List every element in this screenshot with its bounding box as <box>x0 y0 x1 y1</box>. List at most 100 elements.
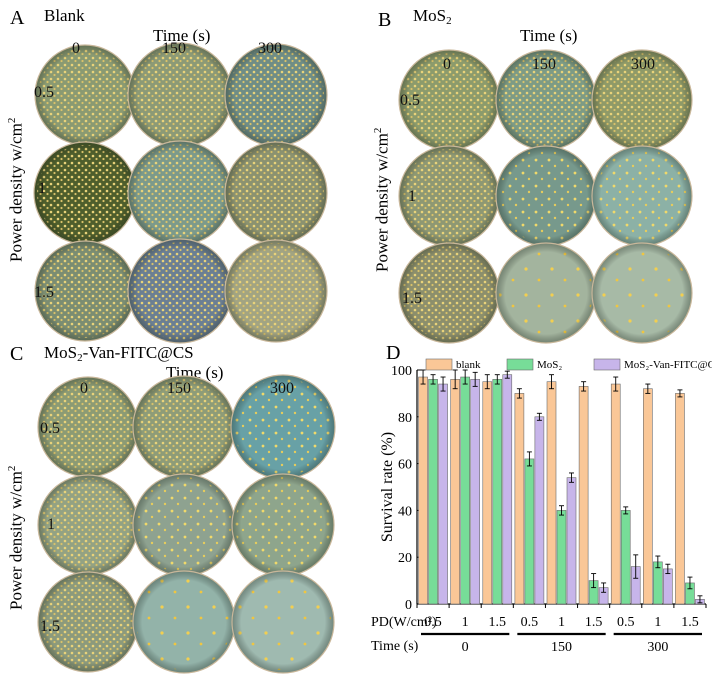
x-category-label: 1.5 <box>585 615 603 630</box>
legend-swatch-blank <box>425 358 453 371</box>
legend-label-blank: blank <box>456 359 481 371</box>
y-tick-label: 80 <box>398 411 412 426</box>
petri-dish-c-r3-c1 <box>37 571 139 673</box>
panel-c-title: MoS2-Van-FITC@CS <box>44 343 194 364</box>
bar-blank-1 <box>450 379 460 605</box>
group-label-0: 0 <box>462 640 469 655</box>
bar-blank-8 <box>675 393 685 605</box>
group-label-150: 150 <box>551 640 572 655</box>
bar-blank-7 <box>643 388 653 605</box>
bar-mos2-2 <box>492 379 503 605</box>
petri-dish-c-r1-c1 <box>37 376 139 478</box>
petri-dish-c-r2-c1 <box>37 474 139 576</box>
bar-mos2-6 <box>620 510 631 605</box>
bar-mos2_van-1 <box>470 379 480 605</box>
panel-b-col-label-150: 150 <box>532 56 556 73</box>
panel-c-col-label-300: 300 <box>270 380 294 397</box>
petri-dish-b-r3-c3 <box>591 242 693 344</box>
panel-b-col-label-0: 0 <box>443 56 451 73</box>
petri-dish-a-r2-c2 <box>127 140 233 246</box>
petri-dish-b-r2-c2 <box>495 145 597 247</box>
bar-mos2-1 <box>460 376 470 605</box>
legend-label-mos2: MoS₂ <box>537 359 562 371</box>
y-tick-label: 40 <box>398 504 412 519</box>
petri-dish-b-r3-c1 <box>398 242 500 344</box>
petri-dish-b-r2-c3 <box>591 145 693 247</box>
legend-swatch-mos2 <box>506 358 534 371</box>
x-category-label: 1 <box>462 615 469 630</box>
petri-dish-a-r2-c1 <box>33 141 137 245</box>
bar-mos2_van-7 <box>663 568 673 605</box>
x-category-label: 0.5 <box>521 615 539 630</box>
x-category-label: 0.5 <box>424 615 442 630</box>
panel-c-letter: C <box>10 343 24 365</box>
y-tick-label: 60 <box>398 458 412 473</box>
x-row-title-time: Time (s) <box>371 639 419 654</box>
group-label-300: 300 <box>647 640 668 655</box>
petri-dish-c-r3-c3 <box>231 570 335 674</box>
panel-a-row-label-1: 1 <box>38 180 46 197</box>
panel-c-row-label-1-5: 1.5 <box>40 618 60 635</box>
y-tick-label: 100 <box>391 364 412 379</box>
panel-c-col-label-150: 150 <box>167 380 191 397</box>
petri-dish-c-r1-c3 <box>230 374 336 480</box>
panel-c-row-label-1: 1 <box>47 516 55 533</box>
bar-blank-2 <box>482 381 493 605</box>
petri-dish-b-r2-c1 <box>398 145 500 247</box>
panel-b-row-label-1-5: 1.5 <box>402 290 422 307</box>
petri-dish-c-r3-c2 <box>132 570 236 674</box>
y-tick-label: 0 <box>405 598 412 613</box>
petri-dish-a-r3-c2 <box>127 238 233 344</box>
y-tick-label: 20 <box>398 551 412 566</box>
bar-mos2_van-4 <box>566 477 577 605</box>
petri-dish-b-r1-c3 <box>591 49 693 151</box>
x-category-label: 1.5 <box>681 615 699 630</box>
petri-dish-b-r1-c2 <box>495 49 597 151</box>
petri-dish-a-r1-c2 <box>127 42 233 148</box>
bar-mos2-0 <box>428 379 438 605</box>
petri-dish-a-r3-c1 <box>34 240 136 342</box>
petri-dish-c-r2-c2 <box>132 473 236 577</box>
legend-swatch-mos2_van <box>593 358 621 371</box>
x-category-label: 1.5 <box>489 615 507 630</box>
panel-b-letter: B <box>378 9 392 31</box>
x-category-label: 1 <box>654 615 661 630</box>
bar-mos2_van-3 <box>534 416 545 605</box>
panel-b-row-label-0-5: 0.5 <box>400 92 420 109</box>
panel-b-title: MoS2 <box>413 6 452 27</box>
panel-a-col-label-0: 0 <box>72 40 80 57</box>
y-axis-title: Survival rate (%) <box>379 432 396 542</box>
panel-c-col-label-0: 0 <box>80 380 88 397</box>
bar-mos2_van-2 <box>502 374 513 605</box>
panel-a-col-label-150: 150 <box>162 40 186 57</box>
bar-blank-4 <box>546 381 557 605</box>
x-category-label: 0.5 <box>617 615 635 630</box>
bar-blank-0 <box>418 376 428 605</box>
panel-c-row-label-0-5: 0.5 <box>40 420 60 437</box>
x-category-label: 1 <box>558 615 565 630</box>
panel-b-col-label-300: 300 <box>631 56 655 73</box>
dish-layer <box>33 42 693 674</box>
petri-dish-a-r2-c3 <box>224 141 328 245</box>
bar-blank-5 <box>578 386 589 605</box>
bar-mos2-7 <box>653 561 663 605</box>
panel-a-title: Blank <box>44 6 85 25</box>
petri-dish-b-r3-c2 <box>495 242 597 344</box>
petri-dish-c-r1-c2 <box>132 375 236 479</box>
bar-mos2-3 <box>524 458 535 605</box>
bar-blank-3 <box>514 393 525 605</box>
x-row-title-pd: PD(W/cm²) <box>371 615 437 630</box>
bar-blank-6 <box>610 383 621 605</box>
petri-dish-c-r2-c3 <box>231 473 335 577</box>
petri-dish-a-r1-c3 <box>224 43 328 147</box>
legend-label-mos2_van: MoS₂-Van-FITC@CS <box>624 359 712 371</box>
panel-a-row-label-1-5: 1.5 <box>34 284 54 301</box>
panel-a-col-label-300: 300 <box>258 40 282 57</box>
bar-mos2_van-0 <box>438 383 448 605</box>
bar-mos2-4 <box>556 510 567 605</box>
panel-a-letter: A <box>10 7 25 29</box>
panel-d-letter: D <box>386 342 401 364</box>
panel-b-time-title: Time (s) <box>520 26 578 45</box>
